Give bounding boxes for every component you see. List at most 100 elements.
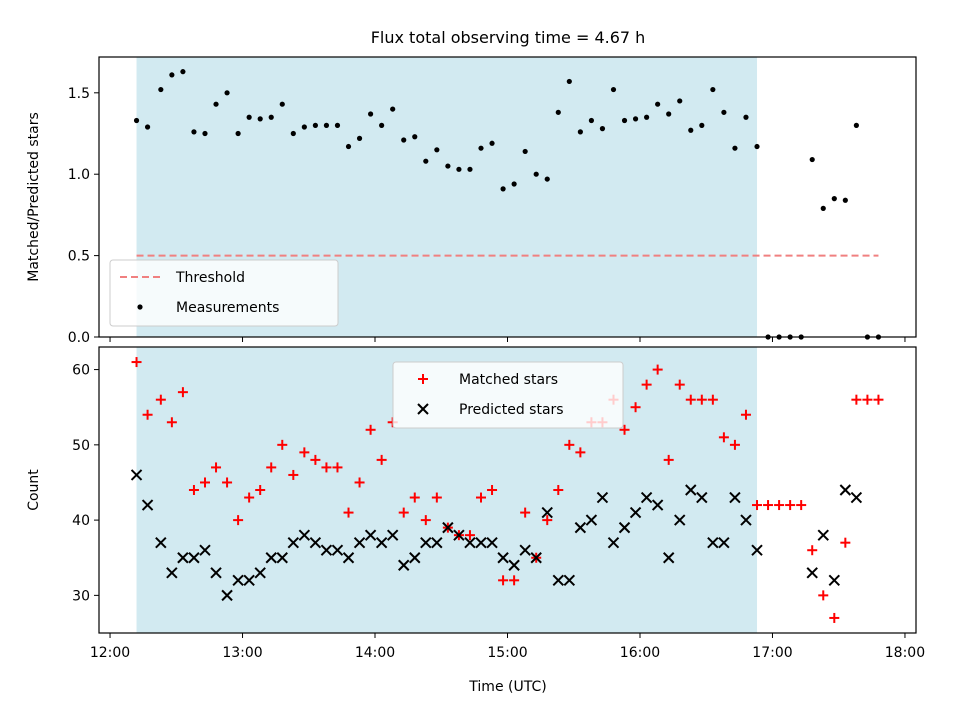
matched-stars-point: [685, 394, 696, 405]
matched-stars-point: [431, 492, 442, 503]
predicted-stars-point: [342, 552, 355, 564]
measurement-point: [412, 134, 418, 140]
measurement-point: [688, 127, 694, 133]
predicted-stars-point: [497, 552, 509, 564]
measurement-point: [367, 111, 374, 117]
matched-stars-point: [376, 454, 387, 465]
measurement-point: [401, 137, 407, 143]
measurement-point: [842, 197, 848, 203]
predicted-stars-point: [309, 536, 322, 549]
predicted-stars-point: [386, 529, 399, 541]
matched-stars-point: [310, 454, 321, 465]
matched-stars-point: [343, 507, 354, 518]
matched-stars-point: [763, 500, 774, 511]
predicted-stars-point: [596, 491, 609, 504]
measurement-point: [180, 69, 186, 75]
matched-stars-point: [752, 500, 763, 511]
predicted-stars-point: [243, 574, 255, 587]
measurement-point: [754, 143, 760, 150]
measurement-point: [732, 145, 738, 151]
y-tick-label: 0.5: [68, 249, 90, 265]
matched-stars-point: [476, 492, 487, 503]
predicted-stars-point: [254, 567, 266, 579]
legend-label: Matched stars: [459, 372, 558, 388]
predicted-stars-point: [751, 544, 763, 556]
legend-label: Threshold: [175, 270, 245, 286]
predicted-stars-point: [199, 544, 211, 556]
measurement-point: [301, 124, 307, 130]
legend-label: Measurements: [176, 300, 279, 316]
predicted-stars-point: [629, 506, 642, 519]
legend-handle: [417, 403, 429, 415]
predicted-stars-point: [685, 484, 697, 496]
predicted-stars-point: [563, 574, 576, 587]
predicted-stars-point: [155, 536, 167, 549]
predicted-stars-point: [850, 491, 863, 504]
matched-stars-point: [365, 424, 376, 435]
measurement-point: [379, 122, 385, 128]
y-tick-label: 60: [72, 363, 90, 379]
measurement-point: [213, 101, 219, 107]
predicted-stars-point: [519, 544, 531, 556]
measurement-point: [235, 130, 241, 137]
predicted-stars-point: [696, 491, 708, 504]
measurement-point: [743, 114, 749, 120]
measurement-point: [666, 111, 672, 117]
predicted-stars-point: [574, 521, 587, 534]
measurement-point: [500, 186, 506, 192]
predicted-stars-point: [618, 521, 631, 534]
predicted-stars-point: [839, 484, 852, 496]
predicted-stars-point: [232, 574, 244, 587]
matched-stars-point: [177, 387, 188, 398]
predicted-stars-point: [276, 552, 288, 564]
legend: Matched stars Predicted stars: [392, 361, 624, 429]
measurement-point: [599, 126, 606, 132]
predicted-stars-point: [130, 469, 143, 481]
measurement-point: [356, 135, 363, 141]
measurement-point: [158, 86, 164, 93]
x-tick-label: 17:00: [752, 645, 792, 661]
matched-stars-point: [487, 485, 498, 495]
matched-stars-point: [718, 432, 729, 443]
measurement-point: [169, 72, 175, 78]
predicted-stars-point: [674, 514, 686, 526]
predicted-stars-point: [375, 536, 388, 549]
y-axis-label: Count: [26, 469, 42, 511]
matched-stars-point: [155, 394, 166, 405]
predicted-stars-point: [662, 552, 675, 564]
predicted-stars-point: [210, 567, 222, 579]
x-axis-label: Time (UTC): [468, 679, 546, 695]
matched-stars-point: [851, 394, 862, 405]
y-tick-label: 30: [72, 588, 90, 604]
predicted-stars-point: [651, 499, 664, 511]
measurement-point: [423, 158, 429, 164]
measurement-point: [809, 156, 815, 163]
x-tick-label: 18:00: [885, 645, 925, 661]
matched-stars-point: [199, 477, 210, 488]
measurement-point: [246, 114, 252, 120]
predicted-stars-point: [442, 521, 454, 534]
legend-handle: [137, 304, 143, 310]
predicted-stars-point: [640, 491, 653, 504]
matched-stars-point: [131, 357, 142, 368]
matched-stars-point: [619, 424, 630, 435]
matched-stars-point: [332, 462, 343, 473]
predicted-stars-point: [729, 491, 741, 504]
matched-stars-point: [277, 439, 288, 450]
predicted-stars-point: [453, 529, 465, 541]
matched-stars-point: [553, 485, 564, 495]
legend: Threshold Measurements: [109, 259, 339, 327]
predicted-stars-point: [364, 529, 377, 541]
y-tick-label: 1.0: [68, 167, 90, 183]
measurement-point: [133, 117, 140, 124]
matched-stars-point: [398, 507, 409, 518]
measurement-point: [434, 147, 440, 153]
measurement-point: [710, 86, 716, 93]
matched-stars-point: [166, 417, 177, 428]
predicted-stars-point: [464, 536, 476, 549]
measurement-point: [831, 196, 837, 202]
measurement-point: [544, 176, 550, 182]
matched-stars-point: [354, 477, 365, 488]
matched-stars-point: [520, 507, 531, 518]
chart-title: Flux total observing time = 4.67 h: [371, 28, 646, 47]
